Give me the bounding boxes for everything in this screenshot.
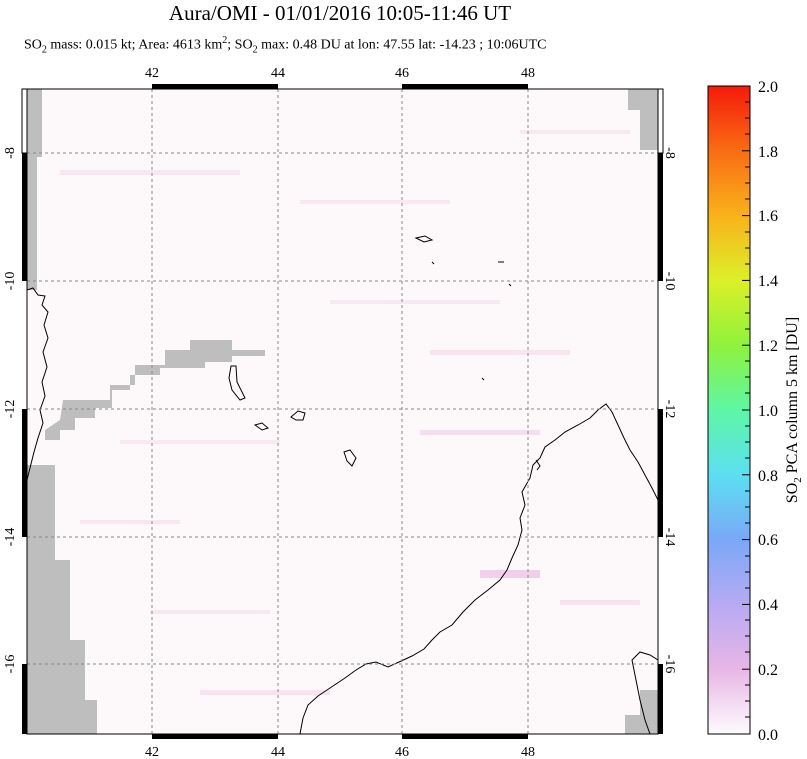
lon-label-top-46: 46 [395,66,409,81]
colorbar-tick-1.6: 1.6 [758,208,778,225]
map-title: Aura/OMI - 01/01/2016 10:05-11:46 UT [168,1,512,25]
no-data-strip [45,340,265,440]
colorbar-tick-0.0: 0.0 [758,727,778,744]
no-data-regions [27,89,658,734]
lat-label-left-14: -14 [3,528,18,547]
island-small-1 [431,261,435,265]
map-panel: 42 44 46 48 42 44 46 48 -8 -10 -12 -14 -… [3,66,677,759]
colorbar-tick-0.2: 0.2 [758,662,778,679]
island-anjouan [290,410,306,421]
map-subtitle: SO2 mass: 0.015 kt; Area: 4613 km2; SO2 … [24,35,547,56]
lon-label-bottom-48: 48 [521,745,535,759]
lon-label-bottom-46: 46 [395,745,409,759]
africa-coastline [27,287,49,481]
lat-label-left-16: -16 [3,655,18,674]
no-data-west-coast [27,465,97,734]
map-frame [21,84,664,739]
colorbar-tick-0.6: 0.6 [758,532,778,549]
colorbar-tick-0.8: 0.8 [758,468,778,485]
lat-label-left-8: -8 [3,147,18,159]
lat-label-left-12: -12 [3,400,18,419]
lon-label-top-44: 44 [271,66,285,81]
lon-label-bottom-42: 42 [145,745,159,759]
island-north [414,235,434,243]
no-data-right-bottom [625,690,658,734]
so2-trace-field [60,130,640,695]
lat-label-right-16: -16 [662,655,677,674]
lon-label-top-42: 42 [145,66,159,81]
colorbar: 2.0 1.8 1.6 1.4 1.2 1.0 0.8 0.6 0.4 0.2 … [707,79,804,744]
colorbar-tick-2.0: 2.0 [758,79,778,96]
colorbar-tick-1.0: 1.0 [758,403,778,420]
colorbar-ticks [742,85,750,718]
colorbar-tick-0.4: 0.4 [758,597,778,614]
lat-label-right-8: -8 [662,147,677,159]
colorbar-tick-1.8: 1.8 [758,144,778,161]
madagascar-east-coast [631,651,658,734]
lon-label-top-48: 48 [521,66,535,81]
colorbar-label: SO2 PCA column 5 km [DU] [784,317,804,503]
lat-label-right-12: -12 [662,400,677,419]
no-data-right-edge [628,89,658,150]
lon-label-bottom-44: 44 [271,745,285,759]
island-mayotte [343,449,357,467]
map-background [27,89,658,734]
lat-label-left-10: -10 [3,272,18,291]
lat-label-right-14: -14 [662,528,677,547]
lat-label-right-10: -10 [662,272,677,291]
island-small-5 [535,459,541,471]
island-grande-comore [228,365,246,401]
island-small-3 [508,283,512,287]
colorbar-tick-1.2: 1.2 [758,338,778,355]
colorbar-tick-1.4: 1.4 [758,273,778,290]
no-data-left-edge [27,89,42,290]
island-moheli [253,422,270,431]
island-small-4 [481,377,485,381]
